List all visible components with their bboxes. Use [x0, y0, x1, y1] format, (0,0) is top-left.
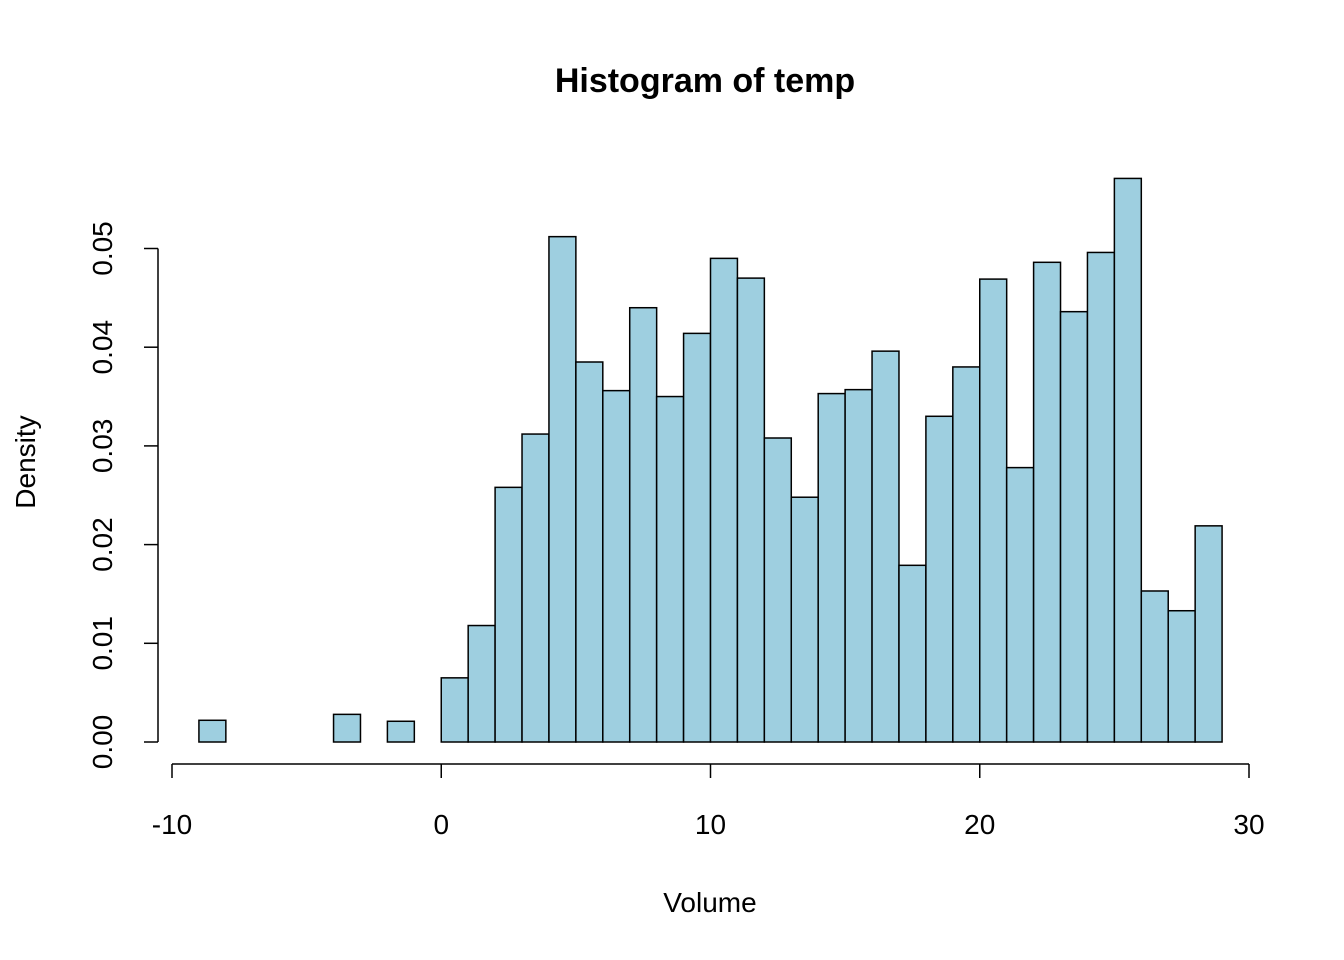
x-axis: -10 0 10 20 30 — [152, 763, 1265, 840]
histogram-bar — [1059, 310, 1089, 743]
histogram-bar — [844, 388, 873, 743]
histogram-bar — [386, 720, 416, 743]
histogram-bar — [521, 433, 550, 743]
x-tick-label: 0 — [433, 809, 449, 840]
x-tick-label: 30 — [1233, 809, 1264, 840]
histogram-bar — [736, 277, 766, 743]
histogram-bar — [628, 306, 658, 743]
histogram-bar — [682, 332, 712, 743]
y-axis: 0.00 0.01 0.02 0.03 0.04 0.05 — [87, 221, 159, 770]
x-tick-label: -10 — [152, 809, 192, 840]
histogram-bar — [1086, 251, 1116, 743]
histogram-bar — [763, 437, 793, 743]
histogram-bar — [548, 235, 577, 743]
histogram-bar — [1140, 590, 1169, 743]
histogram-bar — [817, 392, 846, 743]
y-tick-label: 0.03 — [87, 419, 118, 474]
y-tick-label: 0.05 — [87, 221, 118, 276]
histogram-bar — [655, 395, 685, 743]
histogram-bar — [1032, 261, 1062, 743]
histogram-bar — [467, 624, 496, 743]
y-tick-label: 0.01 — [87, 616, 118, 671]
y-tick-label: 0.02 — [87, 517, 118, 572]
x-tick-label: 20 — [964, 809, 995, 840]
histogram-bar — [952, 366, 981, 743]
histogram-bar — [871, 350, 900, 743]
histogram-bar — [1005, 466, 1035, 743]
histogram-bar — [1113, 177, 1143, 743]
histogram-bar — [925, 415, 954, 743]
x-tick-label: 10 — [695, 809, 726, 840]
y-tick-label: 0.04 — [87, 320, 118, 375]
histogram-bar — [602, 389, 631, 743]
histogram-bar — [898, 564, 927, 743]
y-tick-label: 0.00 — [87, 715, 118, 770]
y-axis-label: Density — [10, 415, 41, 508]
histogram-bar — [1194, 525, 1223, 743]
histogram-bar — [709, 257, 739, 743]
histogram-bar — [440, 677, 469, 743]
histogram-bar — [790, 496, 819, 743]
chart-title: Histogram of temp — [555, 62, 855, 100]
histogram-bar — [332, 713, 362, 743]
histogram-bar — [575, 361, 604, 743]
histogram-bar — [1167, 609, 1196, 743]
x-axis-label: Volume — [663, 887, 756, 918]
histogram-bar — [979, 278, 1008, 743]
histogram-bar — [198, 719, 227, 743]
histogram-bar — [494, 486, 523, 743]
histogram-bars — [198, 177, 1223, 743]
